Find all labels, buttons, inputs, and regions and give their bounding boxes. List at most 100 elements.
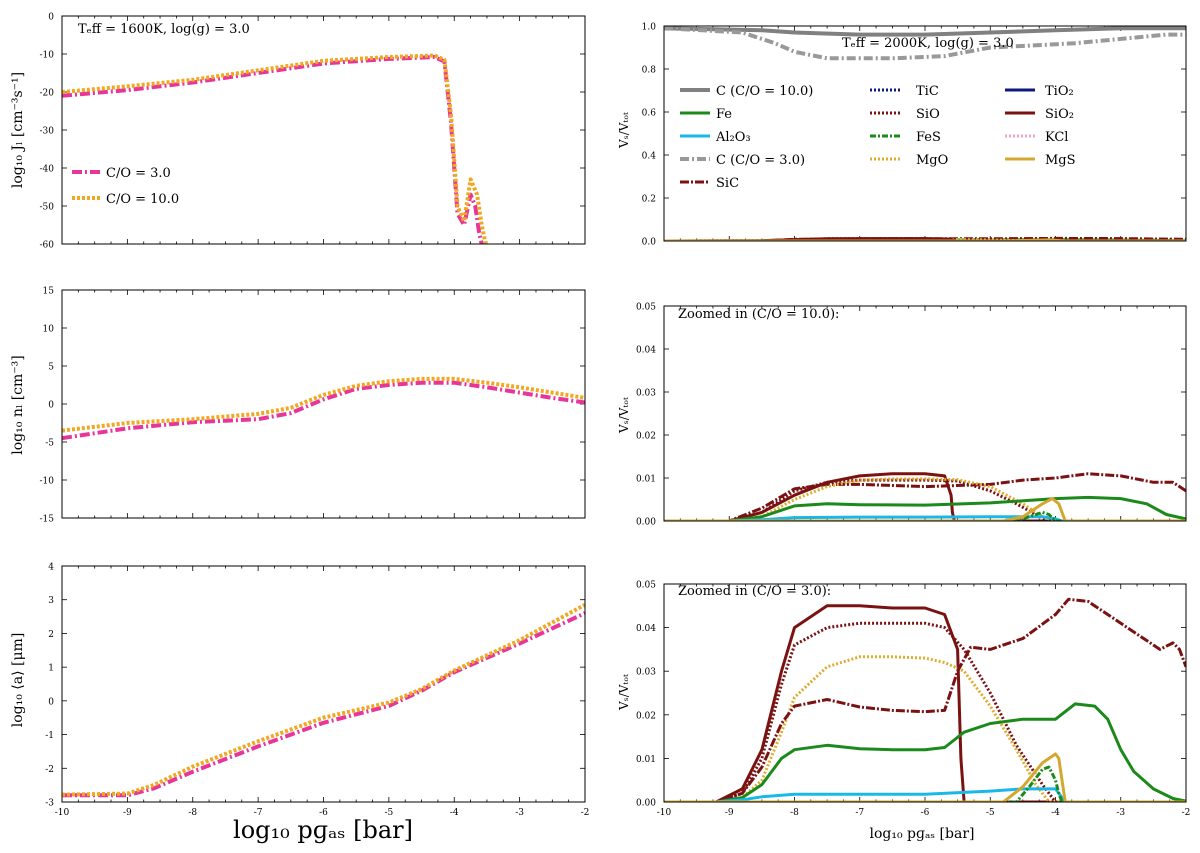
panel-volume-fraction-zoom-co10: 0.05 0.04 0.03 0.02 0.01 0.00 Zoomed in (C/O … <box>617 303 1187 528</box>
legend-label-c3: C (C/O = 3.0) <box>716 153 805 168</box>
series-line <box>664 497 1186 521</box>
legend-label-mgs: MgS <box>1045 153 1076 168</box>
y-tick-label: 0.2 <box>642 195 656 205</box>
y-tick-label: 0.0 <box>642 238 657 248</box>
y-tick-label: -1 <box>45 731 54 741</box>
series-line <box>664 597 1186 802</box>
x-tick-label: -2 <box>581 808 590 818</box>
series-line <box>62 53 488 244</box>
plot-frame <box>61 289 586 519</box>
legend-label-tic: TiC <box>916 84 939 99</box>
legend-label-sic: SiC <box>716 176 739 191</box>
series-line <box>664 238 1186 241</box>
panel-number-density: 15 10 5 0 -5 -10 -15 log₁₀ nₗ [cm⁻³] <box>10 287 586 525</box>
volume-fraction-full-plot-area: 1.0 0.8 0.6 0.4 0.2 0.0 <box>642 23 1187 248</box>
nucleation-rate-ylabel: log₁₀ Jₗ [cm⁻³s⁻¹] <box>10 72 26 188</box>
plot-frame <box>663 305 1187 522</box>
x-tick-label: -6 <box>319 808 328 818</box>
x-tick-label: -5 <box>986 808 995 818</box>
y-tick-label: 0.05 <box>636 303 656 313</box>
series-line <box>62 611 585 798</box>
y-tick-label: 0.01 <box>636 755 656 765</box>
panel-volume-fraction-full: 1.0 0.8 0.6 0.4 0.2 0.0 Tₑff = 2000K, log(g) … <box>617 23 1187 248</box>
y-tick-label: -40 <box>40 165 55 175</box>
teff-annotation-left: Tₑff = 1600K, log(g) = 3.0 <box>78 22 250 37</box>
y-tick-label: 10 <box>43 325 55 335</box>
y-tick-label: 0.00 <box>636 799 656 809</box>
legend-label-c10: C (C/O = 10.0) <box>716 84 813 99</box>
series-line <box>664 752 1186 802</box>
y-tick-label: 0.05 <box>636 581 656 591</box>
y-tick-label: 0.4 <box>642 152 657 162</box>
series-line <box>664 655 1186 802</box>
y-tick-label: 0.02 <box>636 432 656 442</box>
y-tick-label: 0.8 <box>642 66 657 76</box>
y-tick-label: -5 <box>45 439 54 449</box>
y-tick-label: 0.6 <box>642 109 657 119</box>
volume-fraction-zoom-co10-plot-area: 0.05 0.04 0.03 0.02 0.01 0.00 <box>636 303 1187 528</box>
y-tick-label: -10 <box>40 477 55 487</box>
y-tick-label: 0.04 <box>636 346 656 356</box>
panel-volume-fraction-zoom-co3: 0.05 0.04 0.03 0.02 0.01 0.00-10 -9 -8 -7 -6 -5 -4 -… <box>617 581 1190 843</box>
y-tick-label: -2 <box>45 765 54 775</box>
y-tick-label: 1.0 <box>642 23 657 33</box>
y-tick-label: 5 <box>48 363 54 373</box>
series-line <box>62 55 484 244</box>
vs-mid-ylabel: Vₛ/Vₜₒₜ <box>617 397 631 434</box>
series-line <box>664 604 1186 802</box>
grain-size-ylabel: log₁₀ ⟨a⟩ [μm] <box>10 633 26 728</box>
x-tick-label: -8 <box>790 808 799 818</box>
y-tick-label: -10 <box>40 51 55 61</box>
y-tick-label: 0.04 <box>636 624 656 634</box>
number-density-ylabel: log₁₀ nₗ [cm⁻³] <box>10 355 26 454</box>
left-xlabel: log₁₀ pɡₐₛ [bar] <box>233 816 413 844</box>
y-tick-label: -50 <box>40 203 55 213</box>
series-line <box>62 603 585 797</box>
y-tick-label: 0.02 <box>636 711 656 721</box>
series-line <box>664 26 1186 61</box>
legend-label-tio2: TiO₂ <box>1045 84 1074 99</box>
series-line <box>664 702 1186 802</box>
series-line <box>664 495 1186 521</box>
number-density-plot-area: 15 10 5 0 -5 -10 -15 <box>40 287 586 525</box>
x-tick-label: -10 <box>55 808 70 818</box>
vs-top-ylabel: Vₛ/Vₜₒₜ <box>617 112 631 149</box>
x-tick-label: -3 <box>1116 808 1125 818</box>
y-tick-label: 2 <box>48 630 54 640</box>
right-xlabel: log₁₀ pɡₐₛ [bar] <box>870 826 975 842</box>
legend-label-mgo: MgO <box>916 153 948 168</box>
y-tick-label: 15 <box>43 287 55 297</box>
series-line <box>664 787 1186 802</box>
vs-bot-ylabel: Vₛ/Vₜₒₜ <box>617 674 631 711</box>
x-tick-label: -4 <box>1051 808 1060 818</box>
plot-frame <box>663 583 1187 803</box>
legend-label-fe: Fe <box>716 107 732 122</box>
y-tick-label: 0 <box>48 401 54 411</box>
plot-frame <box>61 15 586 245</box>
x-tick-label: -6 <box>921 808 930 818</box>
plot-frame <box>663 25 1187 242</box>
legend-label-sio: SiO <box>916 107 940 122</box>
x-tick-label: -10 <box>657 808 672 818</box>
y-tick-label: 0.00 <box>636 518 656 528</box>
legend-label-fes: FeS <box>916 130 941 145</box>
series-line <box>664 765 1186 802</box>
x-tick-label: -8 <box>188 808 197 818</box>
x-tick-label: -2 <box>1182 808 1191 818</box>
x-tick-label: -9 <box>725 808 734 818</box>
series-line <box>664 472 1186 521</box>
y-tick-label: 0 <box>48 13 54 23</box>
legend-label-al2o3: Al₂O₃ <box>715 130 751 145</box>
y-tick-label: 0.03 <box>636 668 656 678</box>
y-tick-label: 4 <box>48 563 54 573</box>
plot-frame <box>61 565 586 803</box>
series-line <box>62 376 585 433</box>
series-line <box>664 472 1186 521</box>
x-tick-label: -3 <box>515 808 524 818</box>
legend-right: C (C/O = 10.0) Fe Al₂O₃ C (C/O = 3.0) Si… <box>680 84 1076 191</box>
y-tick-label: 0.01 <box>636 475 656 485</box>
y-tick-label: 0 <box>48 697 54 707</box>
